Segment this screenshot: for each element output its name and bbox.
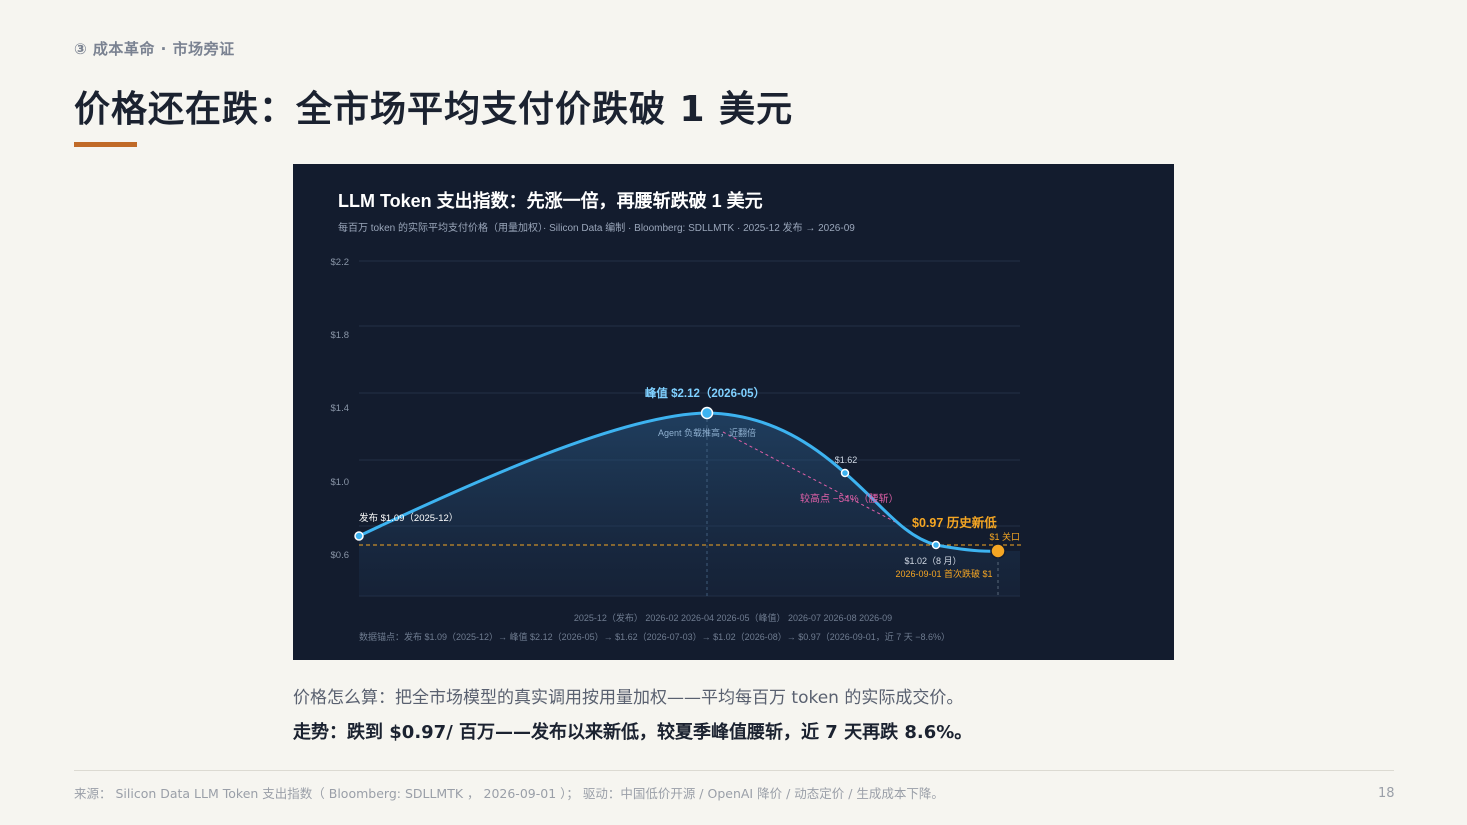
- peak-note: Agent 负载推高，近翻倍: [658, 427, 756, 438]
- launch-label: 发布 $1.09（2025-12）: [359, 512, 458, 524]
- data-point-aug: [931, 540, 941, 550]
- reference-line-label: $1 关口: [989, 531, 1020, 542]
- data-point-mid: [840, 468, 850, 478]
- first-break-label: 2026-09-01 首次跌破 $1: [895, 568, 992, 579]
- chart-subtitle: 每百万 token 的实际平均支付价格（用量加权）· Silicon Data …: [338, 221, 855, 234]
- title-underline: [74, 142, 137, 147]
- y-tick-label: $1.0: [331, 477, 350, 488]
- price-line-chart: LLM Token 支出指数：先涨一倍，再腰斩跌破 1 美元 每百万 token…: [331, 190, 1022, 642]
- low-label: $0.97 历史新低: [912, 515, 997, 530]
- trend-text: 走势：跌到 $0.97/ 百万——发布以来新低，较夏季峰值腰斩，近 7 天再跌 …: [293, 722, 973, 743]
- data-point-low: [990, 543, 1006, 559]
- chart-title: LLM Token 支出指数：先涨一倍，再腰斩跌破 1 美元: [338, 190, 763, 211]
- data-point-peak: [700, 406, 714, 420]
- august-label: $1.02（8 月）: [904, 556, 961, 566]
- y-tick-label: $1.8: [331, 330, 350, 341]
- peak-label: 峰值 $2.12（2026-05）: [645, 386, 765, 400]
- area-fill: [359, 413, 1020, 596]
- mid-point-label: $1.62: [835, 455, 858, 465]
- anchors-note: 数据锚点：发布 $1.09（2025-12）→ 峰值 $2.12（2026-05…: [359, 631, 950, 642]
- data-point-launch: [354, 531, 364, 541]
- chart-card: LLM Token 支出指数：先涨一倍，再腰斩跌破 1 美元 每百万 token…: [293, 164, 1174, 660]
- y-tick-label: $0.6: [331, 550, 350, 561]
- y-tick-label: $1.4: [331, 403, 350, 414]
- method-text: 价格怎么算：把全市场模型的真实调用按用量加权——平均每百万 token 的实际成…: [293, 688, 964, 708]
- x-axis-labels: 2025-12（发布） 2026-02 2026-04 2026-05（峰值） …: [574, 612, 892, 623]
- y-tick-label: $2.2: [331, 257, 350, 268]
- page-number: 18: [1378, 786, 1395, 801]
- footer-divider: [74, 770, 1394, 771]
- drop-guide-line: [722, 431, 904, 527]
- y-axis-labels: $2.2 $1.8 $1.4 $1.0 $0.6: [331, 257, 350, 561]
- section-kicker: ③ 成本革命 · 市场旁证: [74, 40, 235, 58]
- page-title: 价格还在跌：全市场平均支付价跌破 1 美元: [74, 89, 794, 130]
- footer-source: 来源： Silicon Data LLM Token 支出指数（ Bloombe…: [74, 786, 944, 801]
- drop-percent-label: 较高点 −54%（腰斩）: [800, 492, 899, 505]
